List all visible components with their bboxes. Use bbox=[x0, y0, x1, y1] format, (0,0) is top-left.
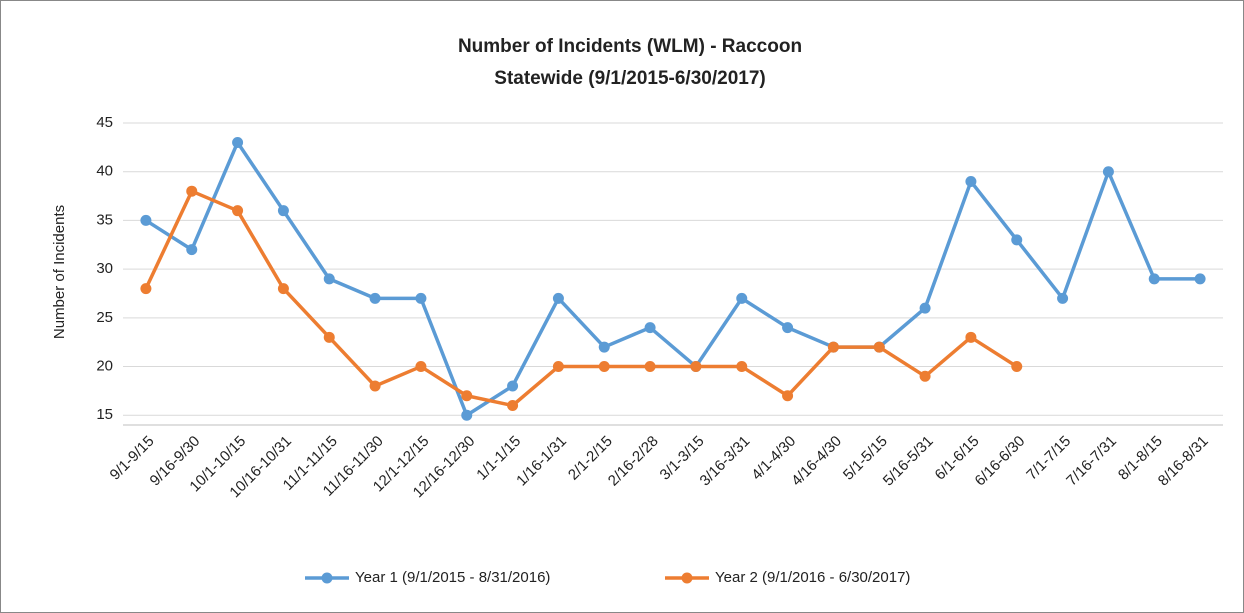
data-point bbox=[232, 136, 244, 148]
data-point bbox=[1194, 273, 1206, 285]
data-point bbox=[552, 361, 564, 373]
chart-title: Number of Incidents (WLM) - Raccoon bbox=[458, 36, 802, 57]
y-tick-label: 20 bbox=[96, 358, 113, 375]
chart-subtitle: Statewide (9/1/2015-6/30/2017) bbox=[494, 68, 765, 89]
y-tick-label: 15 bbox=[96, 406, 113, 423]
data-point bbox=[919, 370, 931, 382]
data-point bbox=[323, 331, 335, 343]
data-point bbox=[507, 380, 519, 392]
data-point bbox=[598, 341, 610, 353]
y-tick-label: 35 bbox=[96, 211, 113, 228]
data-point bbox=[277, 205, 289, 217]
data-point bbox=[1011, 361, 1023, 373]
y-tick-label: 40 bbox=[96, 163, 113, 180]
y-tick-label: 25 bbox=[96, 309, 113, 326]
legend-label: Year 1 (9/1/2015 - 8/31/2016) bbox=[355, 569, 550, 586]
y-tick-label: 45 bbox=[96, 114, 113, 131]
legend-label: Year 2 (9/1/2016 - 6/30/2017) bbox=[715, 569, 910, 586]
series-line bbox=[144, 140, 1201, 418]
data-point bbox=[919, 302, 931, 314]
data-point bbox=[277, 283, 289, 295]
data-point bbox=[461, 390, 473, 402]
data-point bbox=[736, 361, 748, 373]
data-point bbox=[323, 273, 335, 285]
data-point bbox=[598, 361, 610, 373]
data-point bbox=[644, 322, 656, 334]
data-point bbox=[369, 292, 381, 304]
data-point bbox=[782, 322, 794, 334]
series-line bbox=[144, 189, 1018, 408]
data-point bbox=[965, 331, 977, 343]
data-point bbox=[1011, 234, 1023, 246]
data-point bbox=[140, 283, 152, 295]
data-point bbox=[736, 292, 748, 304]
data-point bbox=[415, 361, 427, 373]
data-point bbox=[644, 361, 656, 373]
legend-item: Year 1 (9/1/2015 - 8/31/2016) bbox=[305, 569, 550, 586]
data-point bbox=[1102, 166, 1114, 178]
data-point bbox=[232, 205, 244, 217]
data-point bbox=[827, 341, 839, 353]
data-point bbox=[1057, 292, 1069, 304]
legend-marker bbox=[681, 572, 693, 584]
y-axis-label: Number of Incidents bbox=[51, 205, 68, 339]
data-point bbox=[186, 244, 198, 256]
data-point bbox=[965, 175, 977, 187]
data-point bbox=[186, 185, 198, 197]
data-point bbox=[461, 409, 473, 421]
data-point bbox=[873, 341, 885, 353]
y-tick-label: 30 bbox=[96, 260, 113, 277]
data-point bbox=[690, 361, 702, 373]
data-point bbox=[782, 390, 794, 402]
data-point bbox=[369, 380, 381, 392]
legend-item: Year 2 (9/1/2016 - 6/30/2017) bbox=[665, 569, 910, 586]
legend-marker bbox=[321, 572, 333, 584]
data-point bbox=[507, 400, 519, 412]
data-point bbox=[552, 292, 564, 304]
data-point bbox=[1148, 273, 1160, 285]
data-point bbox=[140, 214, 152, 226]
data-point bbox=[415, 292, 427, 304]
